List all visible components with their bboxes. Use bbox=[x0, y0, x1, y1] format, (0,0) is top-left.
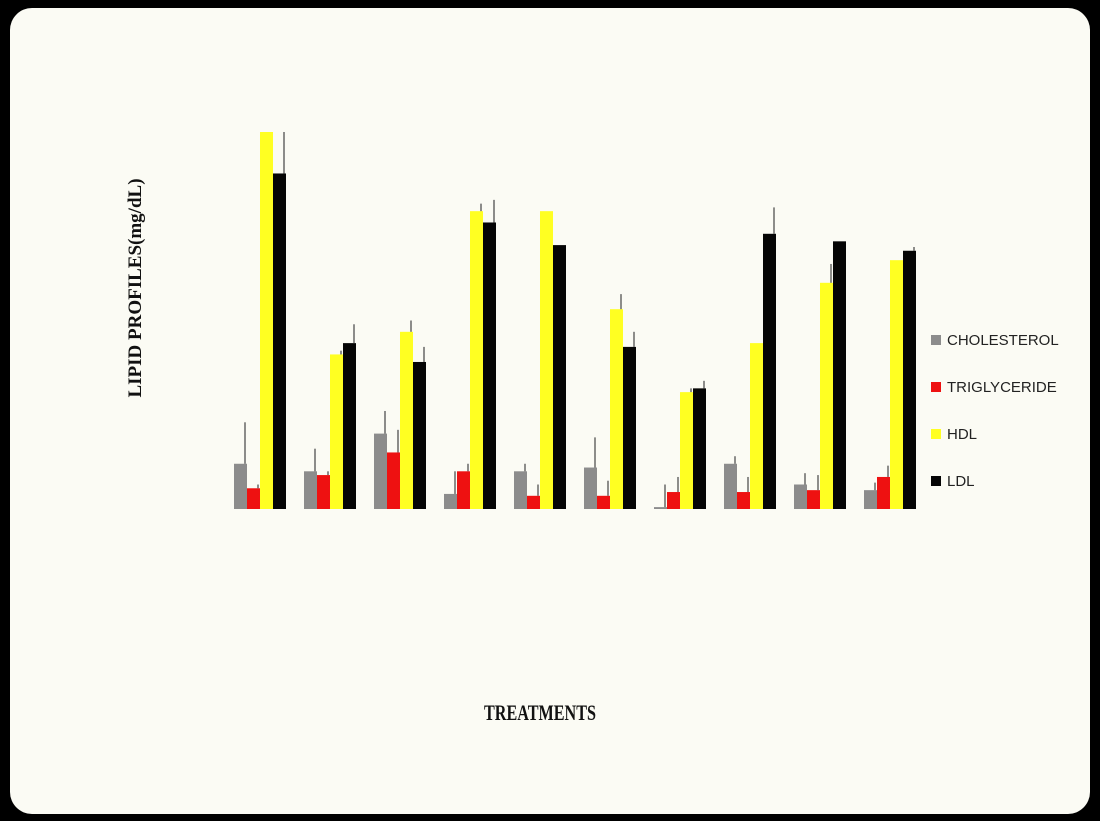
bar-hdl bbox=[890, 260, 903, 509]
bar-ldl bbox=[763, 233, 776, 510]
bar-cholesterol bbox=[794, 484, 807, 509]
legend-item: TRIGLYCERIDE bbox=[931, 379, 1057, 396]
bar-triglyceride bbox=[807, 490, 820, 509]
legend-label: LDL bbox=[947, 473, 975, 490]
lipid-bar-chart: CHOLESTEROL TRIGLYCERIDE HDL LDL LIPID PROF… bbox=[125, 132, 1059, 725]
treatment-group bbox=[584, 294, 636, 509]
legend-swatch bbox=[931, 382, 941, 392]
bar-ldl bbox=[273, 173, 286, 509]
bar-hdl bbox=[470, 211, 483, 510]
bar-triglyceride bbox=[457, 471, 470, 509]
bar-ldl bbox=[623, 346, 636, 509]
bar-triglyceride bbox=[527, 495, 540, 509]
bar-cholesterol bbox=[304, 471, 317, 509]
bar-triglyceride bbox=[387, 452, 400, 509]
bar-hdl bbox=[750, 343, 763, 509]
legend-label: CHOLESTEROL bbox=[947, 332, 1059, 349]
bar-cholesterol bbox=[724, 463, 737, 509]
bar-cholesterol bbox=[514, 471, 527, 509]
bar-hdl bbox=[330, 354, 343, 509]
bar-ldl bbox=[343, 343, 356, 509]
bar-ldl bbox=[413, 361, 426, 509]
bars-layer bbox=[234, 132, 916, 510]
treatment-group bbox=[444, 199, 496, 510]
bar-ldl bbox=[483, 222, 496, 510]
bar-triglyceride bbox=[667, 492, 680, 509]
bar-triglyceride bbox=[737, 492, 750, 509]
bar-cholesterol bbox=[444, 493, 457, 509]
legend-swatch bbox=[931, 335, 941, 345]
bar-triglyceride bbox=[877, 476, 890, 509]
bar-hdl bbox=[610, 309, 623, 509]
bar-triglyceride bbox=[247, 488, 260, 509]
legend-label: HDL bbox=[947, 426, 977, 443]
bar-hdl bbox=[260, 132, 273, 509]
bar-triglyceride bbox=[597, 495, 610, 509]
treatment-group bbox=[304, 324, 356, 509]
legend-item: HDL bbox=[931, 426, 977, 443]
legend: CHOLESTEROL TRIGLYCERIDE HDL LDL bbox=[931, 332, 1059, 490]
treatment-group bbox=[724, 207, 776, 510]
bar-hdl bbox=[400, 331, 413, 509]
bar-ldl bbox=[693, 388, 706, 509]
legend-item: CHOLESTEROL bbox=[931, 332, 1059, 349]
treatment-group bbox=[864, 246, 916, 509]
legend-swatch bbox=[931, 476, 941, 486]
treatment-group bbox=[794, 241, 846, 509]
bar-hdl bbox=[820, 282, 833, 509]
treatment-group bbox=[514, 211, 566, 510]
bar-cholesterol bbox=[374, 433, 387, 509]
figure-panel: CHOLESTEROL TRIGLYCERIDE HDL LDL LIPID PROF… bbox=[10, 8, 1090, 814]
bar-cholesterol bbox=[654, 507, 667, 509]
treatment-group bbox=[374, 320, 426, 509]
legend-label: TRIGLYCERIDE bbox=[947, 379, 1057, 396]
legend-swatch bbox=[931, 429, 941, 439]
bar-triglyceride bbox=[317, 475, 330, 509]
x-axis-title: TREATMENTS bbox=[484, 700, 596, 725]
bar-cholesterol bbox=[234, 463, 247, 509]
bar-hdl bbox=[540, 211, 553, 510]
bar-ldl bbox=[833, 241, 846, 509]
bar-cholesterol bbox=[864, 490, 877, 509]
bar-ldl bbox=[903, 250, 916, 509]
treatment-group bbox=[234, 132, 286, 509]
y-axis-title: LIPID PROFILES(mg/dL) bbox=[125, 178, 146, 397]
bar-ldl bbox=[553, 245, 566, 509]
treatment-group bbox=[654, 380, 706, 509]
bar-cholesterol bbox=[584, 467, 597, 509]
bar-hdl bbox=[680, 392, 693, 509]
legend-item: LDL bbox=[931, 473, 975, 490]
